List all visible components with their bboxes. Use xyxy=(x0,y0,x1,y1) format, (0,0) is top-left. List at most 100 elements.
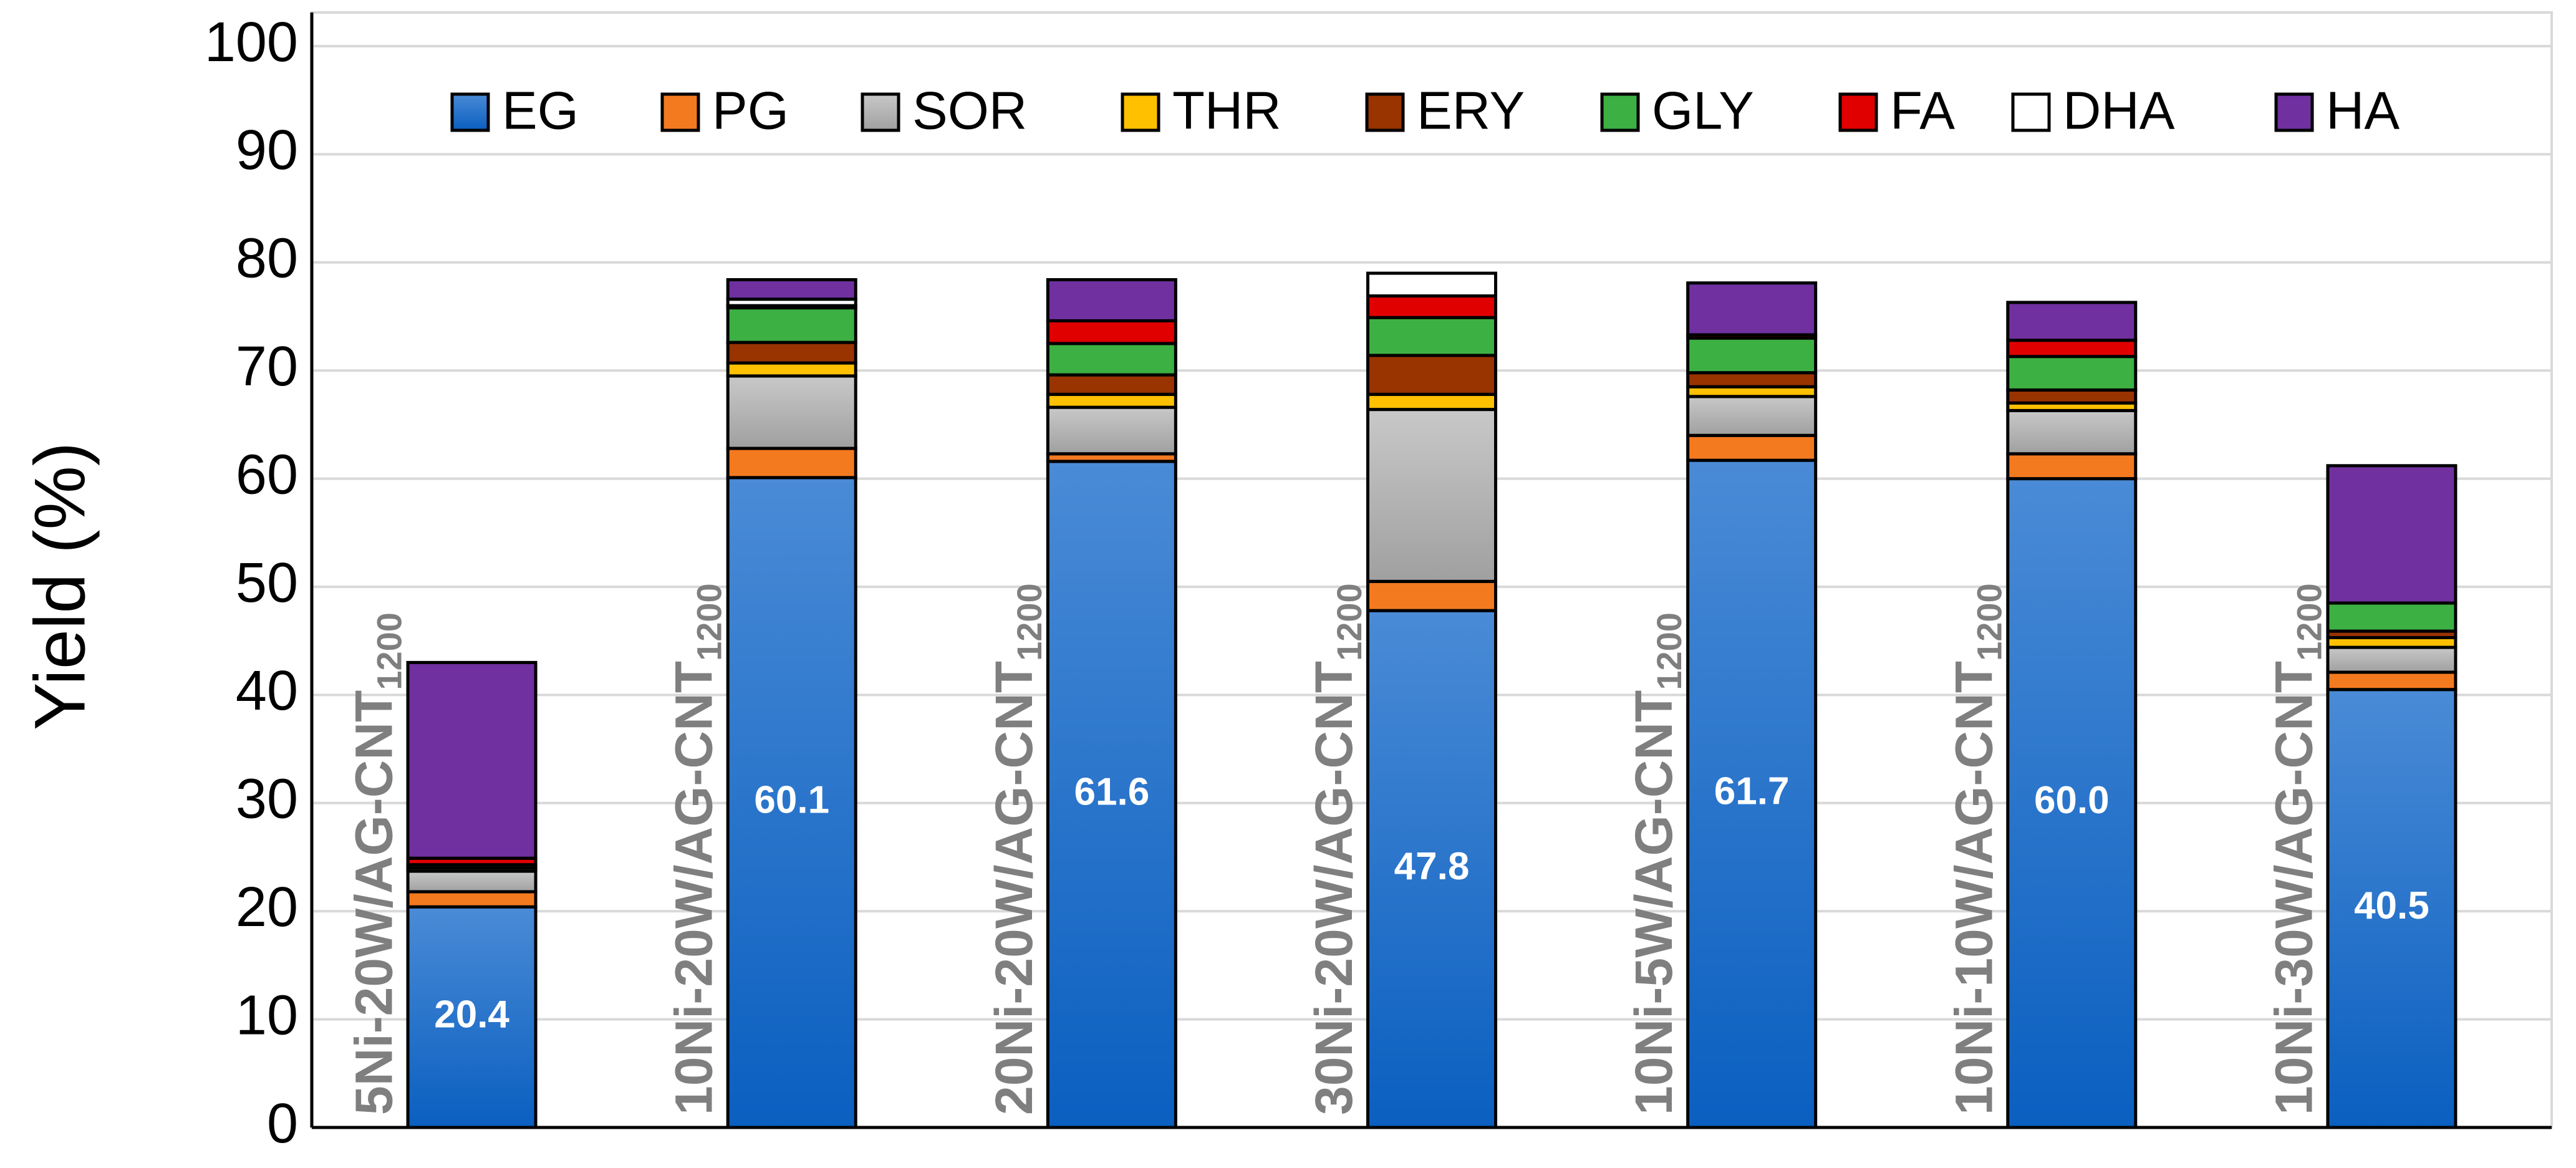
data-label: 60.0 xyxy=(2034,779,2110,822)
legend-swatch xyxy=(660,92,700,132)
bar-segment xyxy=(1046,319,1177,345)
legend-label: EG xyxy=(502,81,579,140)
legend-label: PG xyxy=(712,81,789,140)
bar-segment xyxy=(726,446,857,480)
data-label: 61.7 xyxy=(1714,770,1790,813)
legend-label: THR xyxy=(1172,81,1281,140)
category-name: 10Ni-5W/AG-CNT xyxy=(1624,690,1683,1115)
y-tick-label: 50 xyxy=(236,552,298,614)
legend-swatch xyxy=(1121,92,1160,132)
x-tick-label: 20Ni-20W/AG-CNT1200 xyxy=(985,583,1049,1115)
bar-segment xyxy=(726,374,857,450)
x-tick-label: 10Ni-10W/AG-CNT1200 xyxy=(1944,583,2009,1115)
bar-segment xyxy=(1366,408,1497,583)
data-label: 61.6 xyxy=(1074,770,1150,813)
bar-segment xyxy=(2326,464,2458,605)
y-axis-label: Yield (%) xyxy=(20,442,100,730)
bar-segment xyxy=(1366,316,1497,357)
category-subscript: 1200 xyxy=(1649,612,1689,690)
data-label: 60.1 xyxy=(754,778,829,821)
bar-segment xyxy=(726,306,857,344)
bar-segment xyxy=(1046,278,1177,322)
x-tick-label: 10Ni-5W/AG-CNT1200 xyxy=(1624,612,1689,1115)
category-name: 30Ni-20W/AG-CNT xyxy=(1305,661,1363,1115)
y-tick-label: 40 xyxy=(236,660,298,722)
legend-swatch xyxy=(2274,92,2314,132)
bar-segment xyxy=(1046,373,1177,396)
y-tick-label: 20 xyxy=(236,876,298,939)
bar-segment xyxy=(1686,336,1818,375)
category-name: 10Ni-20W/AG-CNT xyxy=(665,661,723,1115)
legend-label: GLY xyxy=(1652,81,1754,140)
category-name: 20Ni-20W/AG-CNT xyxy=(985,661,1043,1115)
x-tick-label: 10Ni-30W/AG-CNT1200 xyxy=(2265,583,2329,1115)
legend-label: ERY xyxy=(1417,81,1525,140)
bar-segment xyxy=(2006,355,2138,392)
bar-segment xyxy=(726,476,857,1129)
legend-label: HA xyxy=(2326,81,2400,140)
category-subscript: 1200 xyxy=(369,612,408,690)
bar-segment xyxy=(1046,392,1177,409)
bar-segment xyxy=(1686,371,1818,389)
category-name: 10Ni-30W/AG-CNT xyxy=(2265,661,2323,1115)
bar-segment xyxy=(2006,301,2138,342)
bar-segment xyxy=(2006,477,2138,1129)
bar-segment xyxy=(1046,405,1177,456)
bar-segment xyxy=(1366,609,1497,1129)
x-tick-label: 5Ni-20W/AG-CNT1200 xyxy=(345,612,409,1115)
bar-segment xyxy=(406,905,538,1129)
y-tick-label: 0 xyxy=(267,1093,298,1155)
y-tick-label: 90 xyxy=(236,119,298,181)
bar-segment xyxy=(2326,688,2458,1129)
bar-segment xyxy=(1366,294,1497,319)
y-tick-label: 10 xyxy=(236,984,298,1046)
data-label: 47.8 xyxy=(1394,845,1470,888)
data-label: 40.5 xyxy=(2354,884,2429,927)
bar-segment xyxy=(1686,281,1818,337)
y-tick-label: 80 xyxy=(236,228,298,290)
category-subscript: 1200 xyxy=(1010,583,1049,661)
bar-segment xyxy=(1366,392,1497,412)
y-tick-label: 100 xyxy=(205,11,298,74)
y-tick-label: 60 xyxy=(236,443,298,506)
bar-segment xyxy=(406,869,538,894)
bar-segment xyxy=(2006,339,2138,359)
bar-segment xyxy=(2326,670,2458,692)
bar-segment xyxy=(1366,271,1497,298)
x-tick-label: 30Ni-20W/AG-CNT1200 xyxy=(1305,583,1369,1115)
y-tick-label: 70 xyxy=(236,335,298,398)
legend-swatch xyxy=(1365,92,1405,132)
bar-segment xyxy=(2006,452,2138,481)
bar-segment xyxy=(1686,433,1818,462)
x-tick-label: 10Ni-20W/AG-CNT1200 xyxy=(665,583,729,1115)
bar-segment xyxy=(726,361,857,378)
category-subscript: 1200 xyxy=(1329,583,1369,661)
bar-segment xyxy=(726,278,857,301)
legend-swatch xyxy=(861,92,900,132)
legend-label: FA xyxy=(1890,81,1955,140)
bar-segment xyxy=(2006,388,2138,405)
data-label: 20.4 xyxy=(434,993,509,1036)
bar-segment xyxy=(2326,645,2458,674)
bar-segment xyxy=(2326,601,2458,633)
category-name: 5Ni-20W/AG-CNT xyxy=(345,690,403,1115)
bar-segment xyxy=(1366,354,1497,396)
bar-segment xyxy=(2006,408,2138,456)
legend-swatch xyxy=(2011,92,2051,132)
bar-segment xyxy=(1686,395,1818,437)
legend-label: SOR xyxy=(912,81,1027,140)
category-subscript: 1200 xyxy=(1969,583,2009,661)
bar-segment xyxy=(406,660,538,860)
legend-swatch xyxy=(1600,92,1640,132)
bar-segment xyxy=(726,340,857,365)
bar-segment xyxy=(1046,460,1177,1129)
bar-segment xyxy=(406,890,538,909)
legend-label: DHA xyxy=(2063,81,2175,140)
legend-swatch xyxy=(450,92,490,132)
category-name: 10Ni-10W/AG-CNT xyxy=(1944,661,2003,1115)
legend-swatch xyxy=(1838,92,1878,132)
bar-segment xyxy=(1046,342,1177,377)
bar-segment xyxy=(1366,579,1497,612)
y-tick-label: 30 xyxy=(236,768,298,831)
